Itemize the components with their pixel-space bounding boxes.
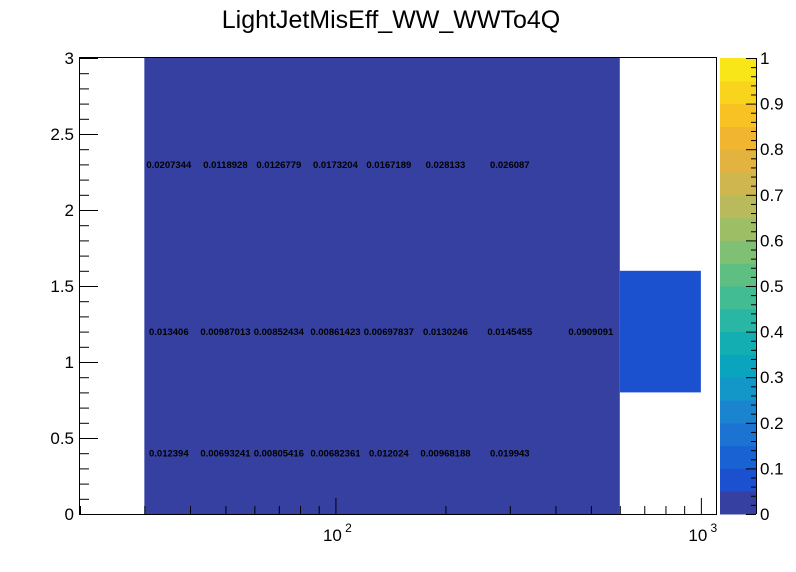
colorbar-swatch: [720, 217, 756, 241]
colorbar-label: 0.6: [760, 231, 784, 250]
cell-value-label: 0.0145455: [487, 327, 533, 338]
colorbar-swatch: [720, 422, 756, 447]
cell-value-labels: 0.012394 0.00693241 0.00805416 0.00682361 0.…: [146, 160, 614, 460]
colorbar-swatch: [720, 286, 756, 310]
y-tick-label: 0.5: [50, 429, 74, 448]
cell-value-label: 0.0909091: [568, 327, 614, 338]
colorbar-label: 0.5: [760, 277, 784, 296]
colorbar-label: 0.2: [760, 414, 784, 433]
cell-value-label: 0.012024: [369, 449, 409, 460]
cell-value-label: 0.0126779: [256, 160, 301, 171]
colorbar-swatch: [720, 468, 756, 492]
heatmap-cell: [619, 270, 701, 393]
colorbar-swatch: [720, 354, 756, 378]
cell-value-label: 0.012394: [149, 449, 189, 460]
colorbar-swatch: [720, 149, 756, 173]
x-tick-label-exponent: 3: [711, 521, 718, 535]
colorbar-label: 0.7: [760, 186, 784, 205]
cell-value-label: 0.026087: [490, 160, 530, 171]
colorbar-swatch: [720, 308, 756, 333]
colorbar-swatch: [720, 263, 756, 287]
cell-value-label: 0.00693241: [200, 449, 251, 460]
y-tick-label: 3: [65, 49, 74, 68]
heatmap-cells: [144, 58, 701, 514]
cell-value-label: 0.0130246: [423, 327, 468, 338]
chart-title: LightJetMisEff_WW_WWTo4Q: [222, 6, 561, 34]
y-tick-label: 2: [65, 201, 74, 220]
colorbar-swatch: [720, 377, 756, 401]
colorbar-swatch: [720, 172, 756, 196]
cell-value-label: 0.00861423: [310, 327, 360, 338]
y-tick-label: 0: [65, 505, 74, 524]
cell-value-label: 0.028133: [426, 160, 466, 171]
cell-value-label: 0.00968188: [420, 449, 470, 460]
colorbar-label: 1: [760, 49, 769, 68]
cell-value-label: 0.00852434: [254, 327, 305, 338]
cell-value-label: 0.0167189: [366, 160, 411, 171]
x-tick-label-base: 10: [688, 526, 707, 545]
colorbar-label: 0: [760, 505, 769, 524]
colorbar-label: 0.3: [760, 368, 784, 387]
colorbar-label: 0.4: [760, 323, 784, 342]
cell-value-label: 0.0207344: [146, 160, 192, 171]
colorbar: 0 0.1 0.2 0.3 0.4 0.5 0.6 0.7 0.8 0.9 1: [720, 49, 784, 524]
x-tick-label-exponent: 2: [345, 521, 352, 535]
colorbar-swatch: [720, 331, 756, 355]
colorbar-swatch: [720, 445, 756, 469]
cell-value-label: 0.0173204: [313, 160, 359, 171]
colorbar-swatch: [720, 126, 756, 150]
colorbar-swatch: [720, 58, 756, 82]
plot-frame: [79, 57, 717, 515]
cell-value-label: 0.013406: [149, 327, 189, 338]
colorbar-swatch: [720, 103, 756, 127]
colorbar-swatch: [720, 400, 756, 424]
cell-value-label: 0.019943: [490, 449, 530, 460]
colorbar-swatch: [720, 194, 756, 219]
cell-value-label: 0.00987013: [200, 327, 250, 338]
x-tick-label-base: 10: [323, 526, 342, 545]
cell-value-label: 0.0118928: [203, 160, 247, 171]
colorbar-swatch: [720, 491, 756, 515]
colorbar-label: 0.8: [760, 140, 784, 159]
y-tick-label: 1.5: [50, 277, 74, 296]
cell-value-label: 0.00805416: [254, 449, 304, 460]
colorbar-swatch: [720, 240, 756, 264]
y-tick-label: 1: [65, 353, 74, 372]
y-tick-label: 2.5: [50, 125, 74, 144]
colorbar-label: 0.1: [760, 459, 784, 478]
colorbar-swatch: [720, 80, 756, 105]
cell-value-label: 0.00697837: [364, 327, 414, 338]
heatmap-cell: [144, 58, 620, 514]
colorbar-label: 0.9: [760, 95, 784, 114]
cell-value-label: 0.00682361: [310, 449, 361, 460]
